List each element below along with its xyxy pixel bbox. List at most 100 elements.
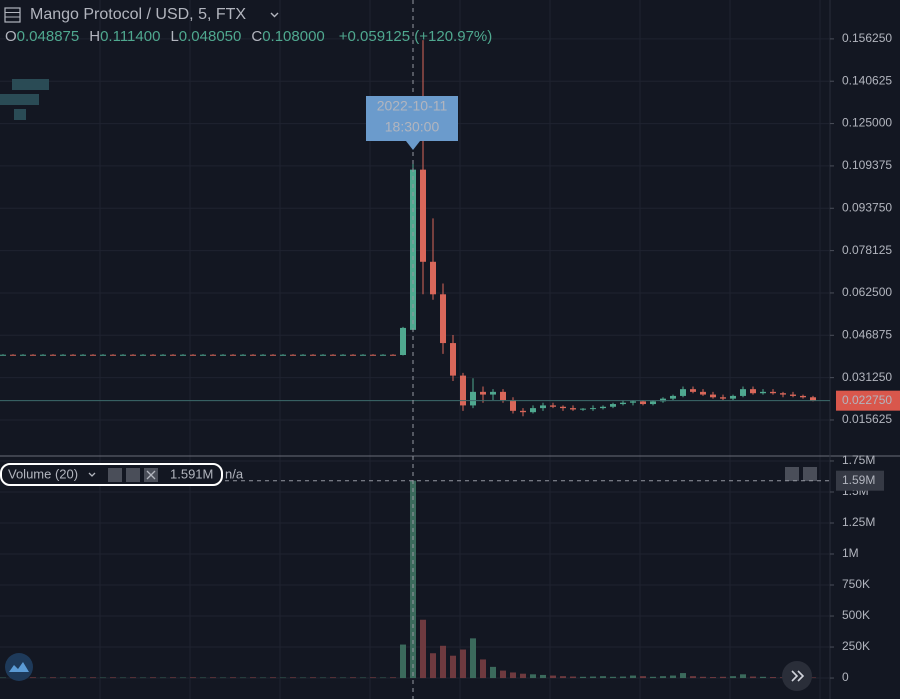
volume-bar <box>580 676 586 679</box>
volume-chevron[interactable] <box>88 472 96 477</box>
volume-legend-extra: n/a <box>225 466 244 481</box>
volume-bar <box>540 674 546 679</box>
candle-body <box>750 389 756 394</box>
menu-icon[interactable] <box>4 7 21 23</box>
volume-bar <box>110 677 116 679</box>
candle-body <box>630 401 636 403</box>
tool-icon[interactable] <box>14 109 26 120</box>
crosshair-tooltip-pointer <box>406 141 420 150</box>
candle-body <box>590 408 596 410</box>
candle-body <box>360 354 366 356</box>
candle-body <box>620 402 626 405</box>
volume-bar <box>460 649 466 679</box>
candle-body <box>710 394 716 398</box>
volume-bar <box>520 673 526 679</box>
y-tick-label: 0.109375 <box>842 158 892 172</box>
volume-bar <box>640 676 646 679</box>
candle-body <box>390 354 396 356</box>
candle-body <box>340 354 346 356</box>
candle-body <box>480 391 486 395</box>
volume-bar <box>290 677 296 679</box>
volume-bar <box>470 638 476 679</box>
symbol-title[interactable]: Mango Protocol / USD, 5, FTX <box>30 6 246 23</box>
remove-glyph <box>146 470 156 480</box>
volume-bar <box>530 674 536 679</box>
candle-body <box>160 354 166 356</box>
overlay: 0.022750 2022-10-11 18:30:00 1.59M <box>225 0 900 699</box>
candle-body <box>510 399 516 411</box>
candle-body <box>30 354 36 356</box>
candle-body <box>90 354 96 356</box>
candle-body <box>650 401 656 405</box>
volume-bar <box>50 677 56 679</box>
volume-bar <box>350 677 356 679</box>
candle-body <box>10 354 16 356</box>
candle-body <box>370 354 376 356</box>
tool-icon[interactable] <box>12 79 49 90</box>
volume-bar <box>170 677 176 679</box>
candle-body <box>700 391 706 395</box>
volume-bar <box>440 645 446 679</box>
volume-bar <box>510 672 516 679</box>
logo[interactable] <box>5 653 33 681</box>
candle-body <box>560 406 566 409</box>
candle-body <box>100 354 106 356</box>
volume-bar <box>600 676 606 679</box>
settings-icon[interactable] <box>126 468 140 482</box>
change: +0.059125 (+120.97%) <box>339 28 492 45</box>
candle-body <box>460 375 466 406</box>
candle-body <box>450 343 456 376</box>
volume-bar <box>760 676 766 679</box>
y-tick-label: 0.156250 <box>842 31 892 45</box>
volume-bar <box>550 675 556 679</box>
ohlc-legend: O0.048875 H0.111400 L0.048050 C0.108000 +0.0… <box>5 28 492 45</box>
candle-body <box>570 408 576 410</box>
pane-up-button[interactable] <box>785 467 799 481</box>
volume-bar <box>30 677 36 679</box>
ohlc-value: 0.111400 <box>100 28 160 45</box>
candle-body <box>640 401 646 405</box>
volume-bar <box>250 677 256 679</box>
candle-body <box>50 354 56 356</box>
eye-icon[interactable] <box>108 468 122 482</box>
candle-body <box>600 406 606 409</box>
candle-body <box>190 354 196 356</box>
candle-body <box>80 354 86 356</box>
volume-bar <box>400 644 406 679</box>
volume-bar <box>770 677 776 679</box>
symbol-chevron[interactable] <box>270 12 279 18</box>
candle-body <box>430 261 436 295</box>
candle-body <box>790 394 796 396</box>
candle-body <box>660 398 666 402</box>
crosshair-value-label: 1.59M <box>842 473 875 487</box>
ohlc-value: 0.048050 <box>179 28 242 45</box>
volume-bar <box>370 677 376 679</box>
crosshair-tooltip <box>366 96 458 141</box>
crosshair-value-tag <box>836 470 884 491</box>
candle-body <box>40 354 46 356</box>
volume-bar <box>690 676 696 679</box>
candle-body <box>580 408 586 410</box>
y-tick-label: 0.078125 <box>842 243 892 257</box>
scroll-right-glyph <box>791 670 805 682</box>
y-tick-label: 1.75M <box>842 453 875 467</box>
candle-body <box>350 354 356 356</box>
volume-bar <box>210 677 216 679</box>
y-tick-label: 250K <box>842 639 870 653</box>
ohlc-value: 0.048875 <box>17 28 80 45</box>
pane-down-button[interactable] <box>803 467 817 481</box>
candle-body <box>130 354 136 356</box>
tool-icon[interactable] <box>0 94 39 105</box>
volume-bar <box>450 655 456 679</box>
volume-bar <box>680 673 686 679</box>
candle-body <box>740 389 746 396</box>
last-price-tag <box>836 390 900 411</box>
candle-body <box>20 354 26 356</box>
candle-body <box>280 354 286 356</box>
candle-body <box>120 354 126 356</box>
volume-bar <box>730 676 736 679</box>
volume-bar <box>190 677 196 679</box>
y-tick-label: 750K <box>842 577 870 591</box>
